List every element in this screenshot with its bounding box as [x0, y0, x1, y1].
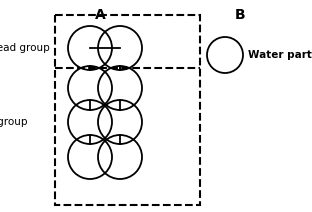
Text: Water particle: Water particle: [248, 50, 312, 60]
Bar: [55, 15, 200, 205]
Text: Head group: Head group: [0, 43, 50, 53]
Text: Tail group: Tail group: [0, 117, 28, 127]
Text: B: B: [235, 8, 245, 22]
Text: A: A: [95, 8, 105, 22]
